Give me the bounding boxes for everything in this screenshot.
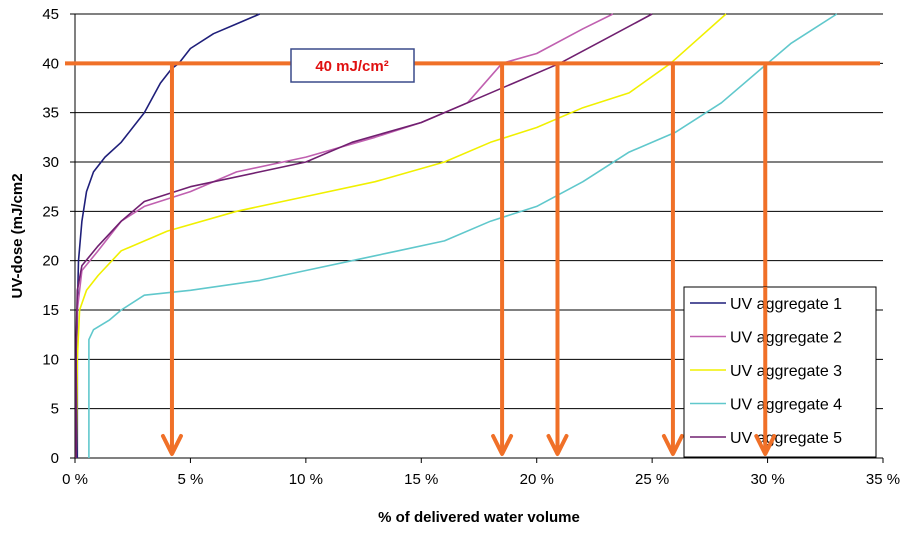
y-tick-label: 35 — [42, 105, 59, 122]
legend: UV aggregate 1 UV aggregate 2 UV aggregate… — [683, 286, 877, 458]
series-line-3 — [75, 13, 727, 459]
arrow-overlay — [754, 287, 777, 456]
legend-label: UV aggregate 4 — [730, 397, 842, 414]
gridlines — [75, 13, 883, 410]
y-tick-label: 15 — [42, 302, 59, 319]
threshold-label: 40 mJ/cm² — [315, 58, 388, 75]
legend-label: UV aggregate 3 — [730, 363, 842, 380]
x-tick-label: 10 % — [289, 471, 323, 488]
x-tick-label: 20 % — [520, 471, 554, 488]
series-line-2 — [75, 13, 614, 458]
x-tick-label: 0 % — [62, 471, 88, 488]
legend-box — [683, 286, 877, 458]
legend-label: UV aggregate 2 — [730, 330, 842, 347]
y-tick-label: 5 — [51, 401, 59, 418]
x-tick-label: 35 % — [866, 471, 900, 488]
arrow-head — [491, 434, 514, 456]
axis-ticks: 0 5 10 15 20 25 30 35 40 45 0 % 5 % 10 % 15 % 20 % 25 %… — [42, 6, 900, 488]
y-tick-label: 20 — [42, 253, 59, 270]
series-lines — [75, 13, 838, 459]
y-axis-title: UV-dose (mJ/cm2 — [9, 173, 26, 298]
y-tick-label: 30 — [42, 154, 59, 171]
x-tick-label: 30 % — [750, 471, 784, 488]
x-tick-label: 5 % — [177, 471, 203, 488]
x-axis-title: % of delivered water volume — [378, 509, 580, 526]
series-line-1 — [76, 13, 261, 458]
arrow-head — [754, 434, 777, 456]
x-tick-label: 25 % — [635, 471, 669, 488]
y-tick-label: 25 — [42, 203, 59, 220]
y-tick-label: 10 — [42, 351, 59, 368]
x-tick-label: 15 % — [404, 471, 438, 488]
legend-label: UV aggregate 1 — [730, 296, 842, 313]
y-tick-label: 0 — [51, 450, 59, 467]
legend-label: UV aggregate 5 — [730, 430, 842, 447]
y-tick-label: 45 — [42, 6, 59, 23]
y-tick-label: 40 — [42, 55, 59, 72]
series-line-5 — [75, 13, 653, 458]
arrow-head — [160, 434, 183, 456]
threshold-label-box — [290, 48, 415, 83]
series-line-4 — [88, 13, 838, 458]
arrow-head — [546, 434, 569, 456]
arrow-head — [661, 434, 684, 456]
